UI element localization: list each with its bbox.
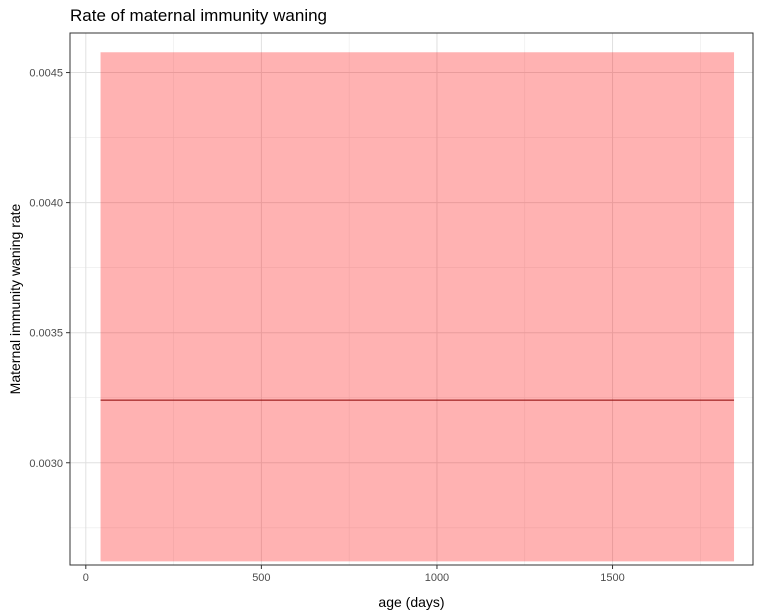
x-tick-label: 0 <box>83 572 89 584</box>
y-axis-title: Maternal immunity waning rate <box>7 203 23 394</box>
x-tick-label: 1000 <box>425 572 449 584</box>
plot-panel-background <box>70 33 753 565</box>
x-axis-title: age (days) <box>378 594 444 610</box>
plot-panel-border <box>69 32 754 566</box>
y-tick-label: 0.0030 <box>29 458 63 470</box>
x-tick-label: 1500 <box>600 572 624 584</box>
chart-title: Rate of maternal immunity waning <box>70 6 328 25</box>
y-tick-label: 0.0035 <box>29 328 63 340</box>
confidence-band <box>100 52 735 562</box>
y-tick-label: 0.0040 <box>29 198 63 210</box>
x-tick-label: 500 <box>252 572 270 584</box>
y-tick-label: 0.0045 <box>29 68 63 80</box>
